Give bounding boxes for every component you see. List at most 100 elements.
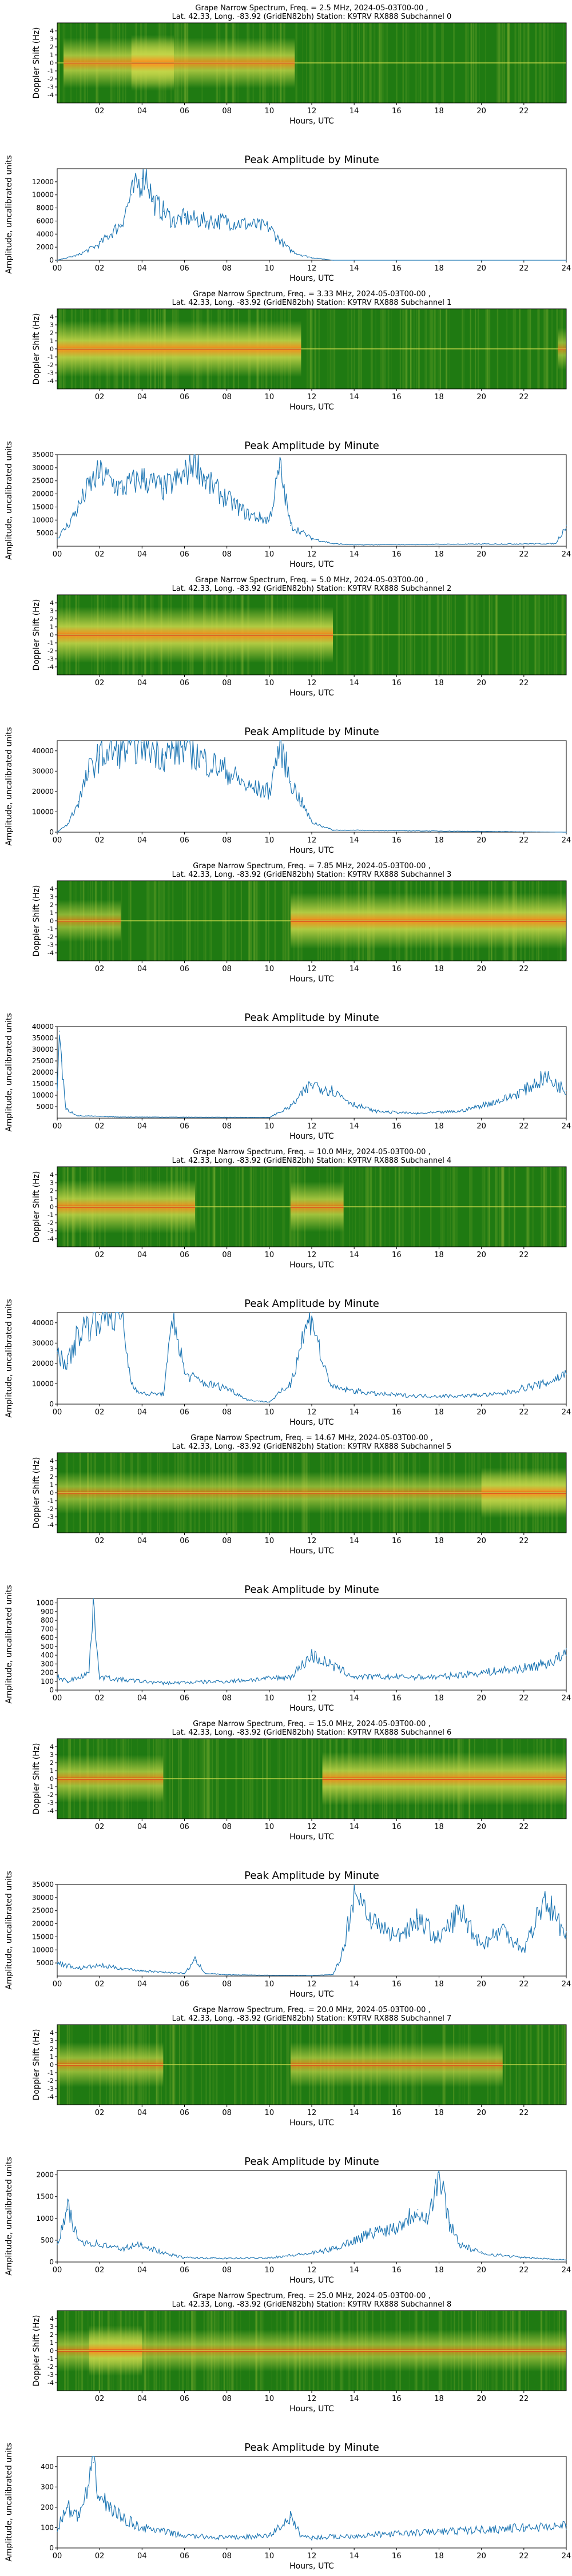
- amplitude-point: [99, 2244, 100, 2245]
- amplitude-point: [141, 1393, 143, 1395]
- y-tick-label: 4: [50, 2029, 54, 2037]
- spectrogram-title-line-1: Grape Narrow Spectrum, Freq. = 2.5 MHz, …: [195, 4, 428, 13]
- x-tick-label: 08: [222, 1980, 232, 1989]
- amplitude-frame: [57, 168, 567, 261]
- amplitude-frame: [57, 1884, 567, 1977]
- amplitude-point: [311, 2252, 312, 2254]
- amplitude-point: [311, 1312, 312, 1313]
- amplitude-point: [300, 1342, 302, 1344]
- amplitude-point: [459, 1395, 461, 1397]
- x-tick-label: 12: [307, 2109, 317, 2117]
- x-tick-label: 10: [265, 1251, 275, 1259]
- y-tick-label: -2: [47, 933, 54, 941]
- y-tick-label: -1: [47, 925, 54, 933]
- spectrogram-carrier-line: [57, 1206, 566, 1207]
- y-tick-label: 3: [50, 321, 54, 329]
- x-tick-label: 02: [95, 965, 105, 973]
- x-tick-label: 16: [392, 836, 402, 845]
- x-tick-label: 02: [95, 679, 105, 687]
- x-tick-label: 06: [180, 1980, 189, 1989]
- y-tick-label: -2: [47, 2363, 54, 2371]
- x-tick-label: 22: [519, 1408, 529, 1417]
- y-tick-label: 800: [41, 1616, 54, 1624]
- amplitude-point: [332, 829, 333, 831]
- x-tick-label: 16: [392, 550, 402, 559]
- y-tick-label: -3: [47, 2085, 54, 2093]
- amplitude-series-line: [57, 2456, 567, 2541]
- x-tick-label: 10: [265, 550, 275, 559]
- y-tick-label: 400: [41, 1651, 54, 1659]
- amplitude-point: [78, 506, 79, 508]
- amplitude-frame: [57, 740, 567, 833]
- amplitude-point: [566, 1936, 567, 1938]
- amplitude-point: [566, 2525, 567, 2526]
- amplitude-point: [173, 220, 174, 222]
- amplitude-point: [65, 1108, 66, 1110]
- x-tick-label: 06: [180, 679, 189, 687]
- amplitude-point: [449, 2222, 450, 2224]
- amplitude-point: [226, 2258, 228, 2259]
- y-tick-label: 30000: [32, 1045, 54, 1054]
- spectrogram-title-line-2: Lat. 42.33, Long. -83.92 (GridEN82bh) St…: [172, 870, 452, 879]
- x-tick-label: 02: [95, 393, 105, 401]
- y-tick-label: 1: [50, 1481, 54, 1489]
- y-tick-label: 2000: [36, 243, 54, 251]
- x-tick-label: 14: [349, 550, 359, 559]
- amplitude-point: [67, 524, 69, 526]
- amplitude-chart-title: Peak Amplitude by Minute: [244, 440, 379, 452]
- y-tick-label: 3: [50, 607, 54, 615]
- y-tick-label: 15000: [32, 1080, 54, 1088]
- x-tick-label: 14: [349, 2552, 359, 2561]
- y-tick-label: 1000: [36, 1599, 54, 1607]
- amplitude-point: [78, 2240, 79, 2241]
- x-tick-label: 18: [434, 1823, 444, 1831]
- y-tick-label: 200: [41, 2503, 54, 2511]
- x-tick-label: 16: [392, 1537, 402, 1545]
- x-tick-label: 20: [476, 107, 486, 116]
- amplitude-point: [343, 1949, 344, 1951]
- amplitude-point: [311, 2537, 312, 2539]
- amplitude-frame: [57, 2456, 567, 2549]
- y-tick-label: 1: [50, 1767, 54, 1775]
- amplitude-point: [194, 456, 196, 458]
- spectrogram-carrier-line: [57, 62, 566, 63]
- y-tick-label: -3: [47, 369, 54, 377]
- amplitude-point: [417, 1395, 419, 1397]
- amplitude-point: [545, 1897, 546, 1898]
- spectrogram-title-line-2: Lat. 42.33, Long. -83.92 (GridEN82bh) St…: [172, 585, 452, 593]
- amplitude-point: [438, 1676, 440, 1677]
- x-axis-label: Hours, UTC: [289, 1990, 334, 1999]
- y-tick-label: 0: [50, 345, 54, 353]
- x-axis-label: Hours, UTC: [289, 975, 334, 984]
- amplitude-chart-4: Peak Amplitude by Minute 0 10000 20000 30000…: [5, 1298, 571, 1427]
- amplitude-point: [279, 240, 281, 241]
- y-tick-label: 300: [41, 1660, 54, 1668]
- amplitude-point: [141, 742, 143, 744]
- amplitude-point: [375, 1393, 376, 1395]
- y-tick-label: 10000: [32, 1946, 54, 1954]
- amplitude-point: [141, 2527, 143, 2529]
- amplitude-point: [459, 2244, 461, 2245]
- y-tick-label: 20000: [32, 490, 54, 498]
- amplitude-point: [566, 260, 567, 261]
- y-tick-label: 0: [49, 1686, 54, 1694]
- amplitude-point: [523, 1949, 525, 1951]
- x-tick-label: 14: [349, 2395, 359, 2403]
- amplitude-point: [311, 257, 312, 259]
- y-tick-label: -3: [47, 2371, 54, 2379]
- x-tick-label: 20: [476, 836, 486, 845]
- x-axis-label: Hours, UTC: [289, 117, 334, 126]
- spectrogram-title-line-1: Grape Narrow Spectrum, Freq. = 14.67 MHz…: [190, 1434, 433, 1442]
- y-tick-label: -4: [47, 663, 54, 671]
- x-tick-label: 12: [307, 264, 317, 273]
- spectrogram-title-line-2: Lat. 42.33, Long. -83.92 (GridEN82bh) St…: [172, 1728, 452, 1737]
- y-tick-label: 4: [50, 885, 54, 893]
- spectrogram-title-line-1: Grape Narrow Spectrum, Freq. = 25.0 MHz,…: [193, 2292, 430, 2300]
- x-tick-label: 08: [222, 1251, 232, 1259]
- y-tick-label: -4: [47, 1521, 54, 1529]
- spectrogram-4: Grape Narrow Spectrum, Freq. = 10.0 MHz,…: [32, 1148, 567, 1270]
- amplitude-point: [99, 2497, 100, 2498]
- x-tick-label: 06: [180, 2552, 189, 2561]
- x-tick-label: 00: [53, 1122, 62, 1131]
- x-tick-label: 16: [392, 393, 402, 401]
